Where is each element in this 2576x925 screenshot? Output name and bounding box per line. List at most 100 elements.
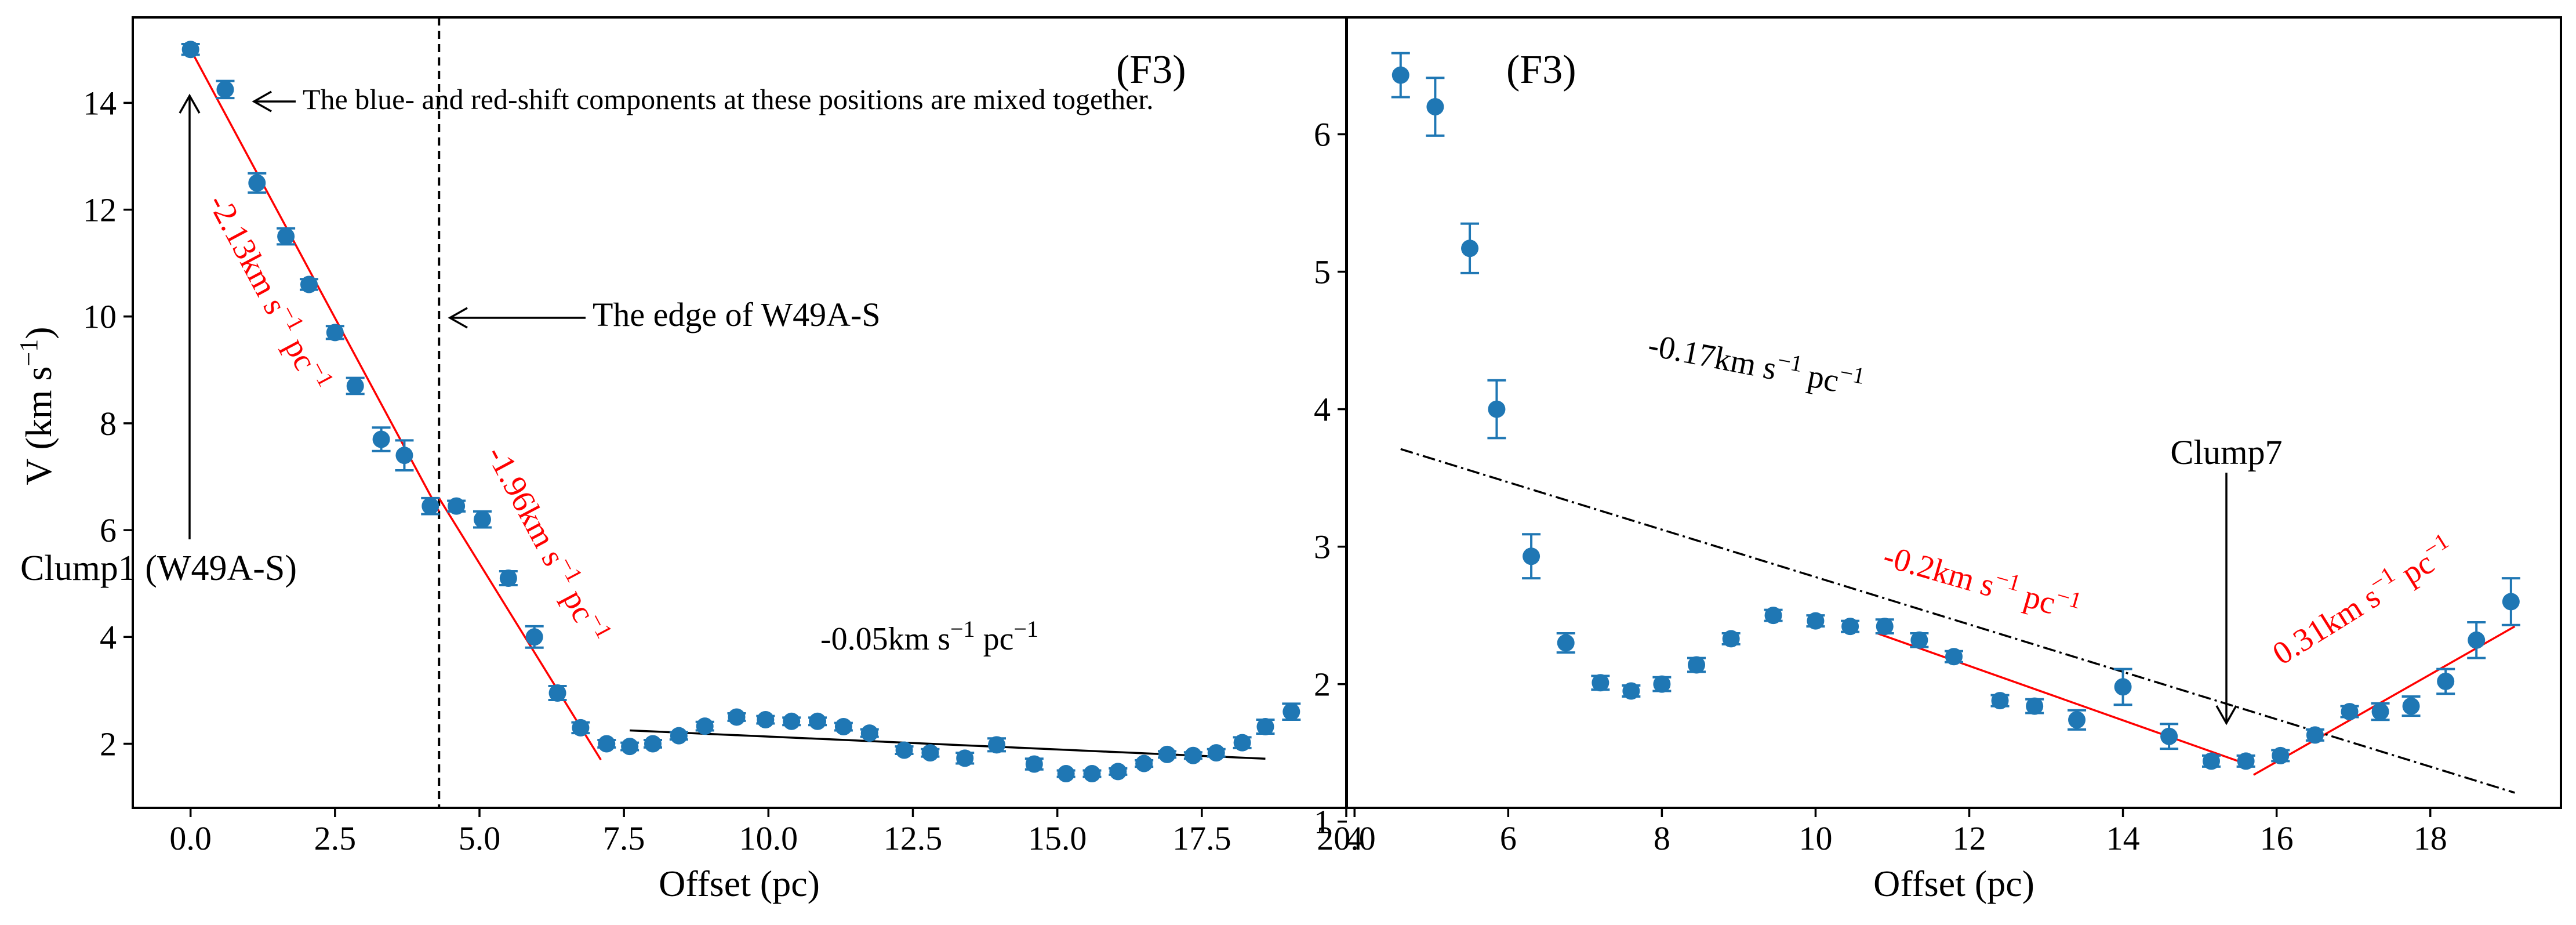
right-data-point <box>1910 631 1929 649</box>
left-data-point <box>548 684 567 702</box>
right-xtick-label: 14 <box>2106 819 2140 857</box>
right-data-point <box>1487 379 1506 440</box>
left-data-point <box>1282 702 1301 721</box>
marker <box>1945 648 1963 666</box>
right-data-point <box>1591 674 1610 692</box>
right-ytick-label: 4 <box>1314 391 1331 429</box>
marker <box>1256 718 1274 736</box>
left-xtick-label: 10.0 <box>739 819 798 857</box>
right-xtick-label: 4 <box>1346 819 1363 857</box>
left-data-point <box>248 172 267 194</box>
marker <box>783 712 801 730</box>
left-data-point <box>1183 746 1202 764</box>
left-xtick-label: 17.5 <box>1172 819 1231 857</box>
right-data-point <box>2025 697 2044 715</box>
marker <box>346 377 364 395</box>
right-data-point <box>2236 752 2255 770</box>
right-data-point <box>2467 621 2486 659</box>
left-ytick-label: 6 <box>100 512 117 549</box>
marker <box>1233 734 1251 752</box>
left-data-point <box>669 727 688 745</box>
marker <box>2160 727 2178 745</box>
left-xtick-label: 7.5 <box>603 819 645 857</box>
marker <box>1057 765 1075 783</box>
marker <box>2237 752 2255 770</box>
marker <box>1592 674 1609 692</box>
right-xtick-label: 8 <box>1654 819 1670 857</box>
right-data-point <box>2113 668 2132 706</box>
left-data-point <box>372 426 391 452</box>
left-panel-label: (F3) <box>1116 48 1186 92</box>
left-data-point <box>1024 755 1044 773</box>
left-data-point <box>1233 734 1252 752</box>
left-data-point <box>325 324 344 342</box>
marker <box>277 227 295 245</box>
left-ytick-label: 14 <box>83 84 117 122</box>
right-data-point <box>1841 618 1860 636</box>
left-data-point <box>620 738 640 756</box>
left-y-axis-label: V (km s−1) <box>14 327 60 485</box>
right-xtick-label: 12 <box>1953 819 1986 857</box>
marker <box>621 738 639 756</box>
marker <box>499 569 517 587</box>
left-data-point <box>216 79 235 100</box>
marker <box>1991 692 2009 710</box>
left-data-point <box>782 712 801 730</box>
clump7-arrow <box>2215 473 2237 726</box>
mixed-annotation: The blue- and red-shift components at th… <box>303 83 1154 115</box>
left-data-point <box>346 376 365 396</box>
left-data-point <box>695 717 714 735</box>
marker <box>448 497 466 515</box>
right-data-point <box>1945 648 1963 666</box>
fit-e-line <box>2253 625 2516 776</box>
edge-arrow <box>448 307 586 329</box>
marker <box>1184 746 1202 764</box>
left-data-point <box>1056 765 1076 783</box>
marker <box>2468 631 2486 649</box>
right-xtick-label: 16 <box>2260 819 2294 857</box>
right-data-point <box>2068 709 2087 731</box>
left-data-point <box>395 439 414 471</box>
marker <box>525 628 543 646</box>
right-data-point <box>1556 632 1575 654</box>
right-data-point <box>2271 746 2290 764</box>
marker <box>1109 763 1127 781</box>
marker <box>1158 745 1176 763</box>
right-data-point <box>1391 52 1410 99</box>
left-data-point <box>1158 745 1177 763</box>
left-data-point <box>299 275 318 293</box>
marker <box>1653 675 1671 693</box>
marker <box>598 735 616 753</box>
marker <box>1688 656 1706 674</box>
marker <box>1622 682 1640 700</box>
right-data-point <box>1622 682 1641 700</box>
marker <box>1083 765 1101 783</box>
left-data-point <box>571 719 590 737</box>
marker <box>2371 703 2389 721</box>
marker <box>2437 672 2455 690</box>
right-ytick-label: 1 <box>1314 803 1331 841</box>
left-xtick-label: 5.0 <box>459 819 501 857</box>
left-data-point <box>644 735 662 753</box>
right-axes-frame <box>1346 16 2562 809</box>
left-data-point <box>1207 744 1226 762</box>
right-data-point <box>1426 77 1445 137</box>
marker <box>1025 755 1043 773</box>
right-data-point <box>2371 702 2390 721</box>
marker <box>2272 746 2290 764</box>
marker <box>248 174 266 192</box>
marker <box>1523 547 1540 565</box>
right-data-point <box>2160 723 2179 750</box>
marker <box>757 711 775 729</box>
right-data-point <box>1687 656 1706 674</box>
marker <box>422 497 439 515</box>
marker <box>834 718 852 736</box>
trend-line <box>1400 448 2515 794</box>
marker <box>1722 630 1740 648</box>
right-data-point <box>2401 695 2421 717</box>
marker <box>1764 607 1782 625</box>
left-data-point <box>987 736 1007 754</box>
marker <box>895 741 913 759</box>
marker <box>2026 697 2044 715</box>
